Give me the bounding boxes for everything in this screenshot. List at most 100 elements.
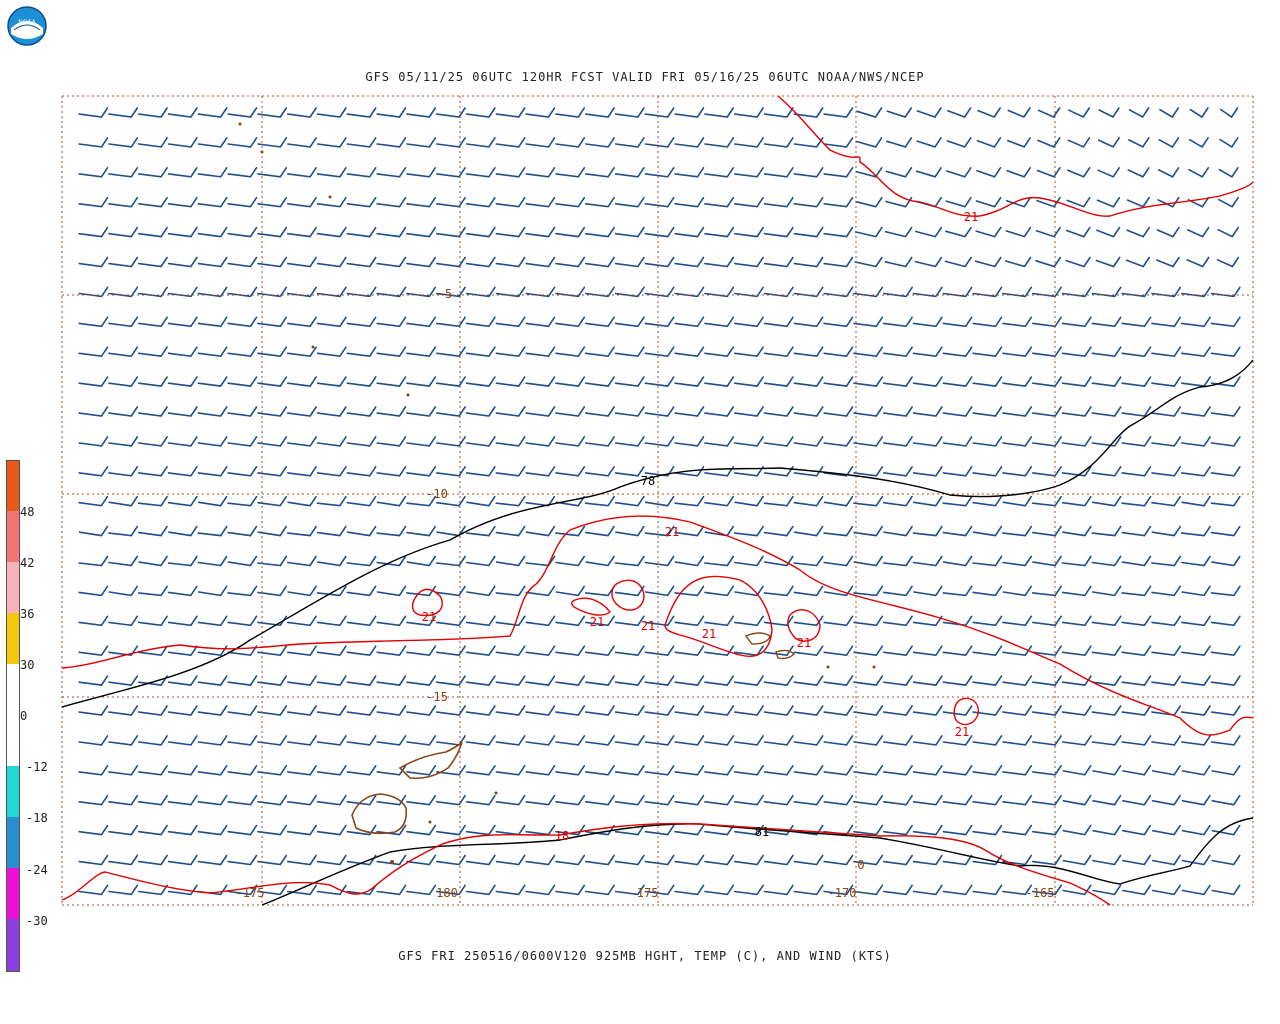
wind-barb	[257, 316, 288, 328]
wind-barb	[644, 286, 675, 298]
wind-barb	[644, 316, 675, 328]
wind-barb	[495, 316, 526, 328]
wind-barb	[1188, 167, 1210, 178]
wind-barb	[316, 256, 347, 268]
wind-barb	[912, 615, 943, 627]
wind-barb	[465, 346, 496, 358]
wind-barb	[376, 675, 407, 686]
wind-barb	[763, 735, 794, 746]
wind-barb	[197, 107, 228, 118]
wind-barb	[763, 436, 794, 447]
wind-barb	[227, 137, 258, 148]
wind-barb	[287, 735, 317, 746]
wind-barb	[495, 735, 526, 746]
wind-barb	[585, 436, 615, 447]
wind-barb	[823, 794, 854, 806]
wind-barb	[495, 854, 526, 866]
wind-barb	[1002, 884, 1033, 896]
wind-barb	[495, 167, 526, 178]
wind-barb	[1180, 525, 1211, 537]
wind-barb	[257, 735, 288, 746]
wind-barb	[674, 376, 705, 387]
wind-barb	[854, 256, 883, 268]
wind-barb	[1091, 525, 1122, 537]
wind-barb	[555, 675, 586, 686]
wind-barb	[287, 436, 317, 447]
wind-barb	[1062, 824, 1092, 836]
wind-barb	[167, 735, 198, 746]
wind-barb	[763, 854, 794, 866]
wind-barb	[495, 645, 526, 657]
wind-barb	[465, 436, 496, 447]
wind-barb	[853, 316, 884, 328]
wind-barb	[138, 196, 168, 208]
wind-barb	[823, 436, 854, 447]
wind-barb	[495, 466, 526, 477]
wind-barb	[1061, 675, 1092, 686]
wind-barb	[138, 466, 168, 477]
wind-barb	[197, 286, 228, 298]
wind-barb	[436, 167, 466, 178]
wind-barb	[734, 376, 764, 387]
colorbar-segment	[6, 562, 20, 613]
wind-barb	[525, 436, 556, 447]
wind-barb	[555, 466, 586, 477]
wind-barb	[972, 824, 1003, 836]
wind-barb	[614, 196, 645, 208]
wind-barb	[763, 645, 794, 657]
colorbar-label: -24	[26, 863, 48, 877]
wind-barb	[793, 107, 824, 118]
wind-barb	[465, 466, 496, 477]
wind-barb	[1066, 167, 1091, 178]
wind-barb	[1091, 346, 1122, 358]
wind-barb	[167, 585, 198, 597]
wind-barb	[704, 765, 735, 776]
wind-barb	[436, 884, 466, 896]
wind-barb	[287, 346, 317, 358]
wind-barb	[376, 495, 407, 507]
wind-barb	[376, 316, 407, 328]
wind-barb	[167, 854, 198, 866]
wind-barb	[883, 286, 913, 298]
wind-barb	[1122, 765, 1152, 776]
wind-barb	[555, 436, 586, 447]
wind-barb	[138, 645, 168, 657]
temp-contour-21-ring-2	[611, 579, 645, 611]
wind-barb	[1061, 436, 1092, 447]
wind-barb	[614, 167, 645, 178]
wind-barb	[286, 525, 317, 537]
wind-barb	[227, 316, 258, 328]
wind-barb	[137, 495, 168, 507]
wind-barb	[883, 705, 913, 716]
wind-barb	[525, 346, 556, 358]
wind-barb	[942, 735, 973, 746]
wind-barb	[734, 196, 764, 208]
wind-barb	[406, 346, 437, 358]
wind-barb	[793, 466, 824, 477]
wind-barb	[138, 615, 168, 627]
height-contours	[61, 359, 1254, 906]
wind-barb	[525, 854, 556, 866]
lat-label-5s: -5	[438, 287, 452, 301]
wind-barb	[674, 765, 705, 776]
wind-barb	[406, 196, 437, 208]
wind-barb	[138, 765, 168, 776]
wind-barb	[555, 884, 586, 896]
wind-barb	[1061, 346, 1092, 358]
wind-barb	[644, 376, 675, 387]
wind-barb	[1121, 705, 1152, 716]
wind-barb	[883, 765, 913, 776]
wind-barb	[853, 406, 884, 417]
wind-barb	[316, 735, 347, 746]
wind-barb	[495, 884, 526, 896]
wind-barb	[316, 286, 347, 298]
wind-barb	[555, 137, 586, 148]
wind-barb	[346, 316, 377, 328]
height-contour-78	[61, 359, 1254, 708]
wind-barb	[1002, 765, 1033, 776]
wind-barb	[823, 256, 854, 268]
wind-barb	[853, 286, 884, 298]
wind-barb	[793, 137, 824, 148]
wind-barb	[1210, 495, 1241, 507]
wind-barb	[287, 167, 317, 178]
